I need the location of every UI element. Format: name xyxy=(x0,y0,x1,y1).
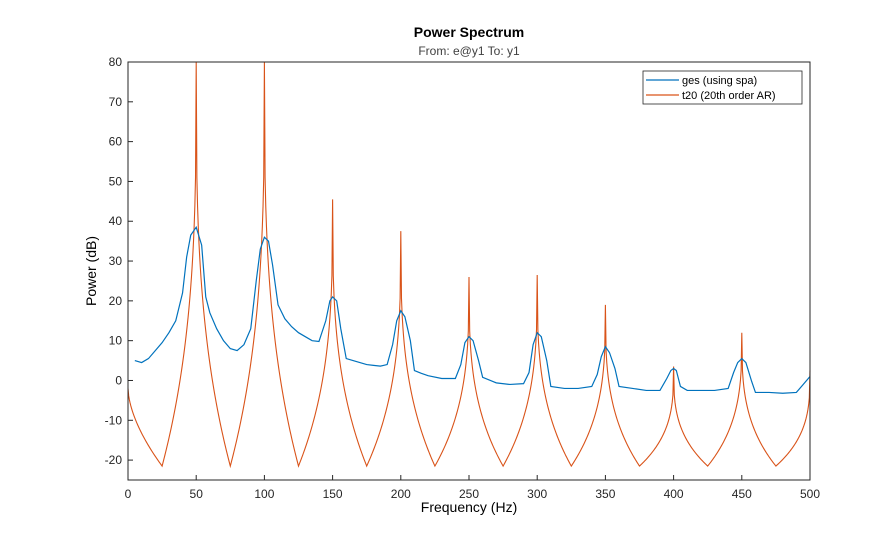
x-tick-label: 100 xyxy=(254,487,274,501)
y-tick-label: 60 xyxy=(109,135,123,149)
tick-layer: 0 50 100 150 200 250 300 350 400 450 500 -20 -10 0 10 2… xyxy=(105,55,821,501)
series-layer xyxy=(127,61,811,469)
x-tick-label: 350 xyxy=(595,487,615,501)
x-axis-label: Frequency (Hz) xyxy=(421,499,517,515)
x-tick-label: 400 xyxy=(664,487,684,501)
chart-subtitle: From: e@y1 To: y1 xyxy=(418,44,520,58)
y-tick-label: 20 xyxy=(109,294,123,308)
y-axis-label: Power (dB) xyxy=(83,236,99,306)
x-tick-label: 150 xyxy=(323,487,343,501)
x-tick-label: 200 xyxy=(391,487,411,501)
y-tick-label: 50 xyxy=(109,174,123,188)
y-tick-label: -20 xyxy=(105,453,123,467)
y-tick-label: 80 xyxy=(109,55,123,69)
x-tick-label: 450 xyxy=(732,487,752,501)
series-line-ges xyxy=(134,225,811,394)
y-tick-label: -10 xyxy=(105,413,123,427)
y-tick-label: 0 xyxy=(115,373,122,387)
legend-label-ges: ges (using spa) xyxy=(682,75,757,87)
plot-area xyxy=(128,62,810,480)
legend: ges (using spa) t20 (20th order AR) xyxy=(642,70,803,105)
plot-border xyxy=(127,61,811,481)
x-tick-label: 0 xyxy=(125,487,132,501)
series-line-t20 xyxy=(127,61,811,469)
legend-label-t20: t20 (20th order AR) xyxy=(682,90,776,102)
x-tick-label: 50 xyxy=(190,487,204,501)
x-tick-label: 300 xyxy=(527,487,547,501)
y-tick-label: 10 xyxy=(109,334,123,348)
x-tick-label: 250 xyxy=(459,487,479,501)
y-tick-label: 40 xyxy=(109,214,123,228)
chart-title: Power Spectrum xyxy=(414,24,524,40)
y-tick-label: 70 xyxy=(109,95,123,109)
legend-box xyxy=(642,70,803,105)
y-tick-label: 30 xyxy=(109,254,123,268)
x-tick-label: 500 xyxy=(800,487,820,501)
